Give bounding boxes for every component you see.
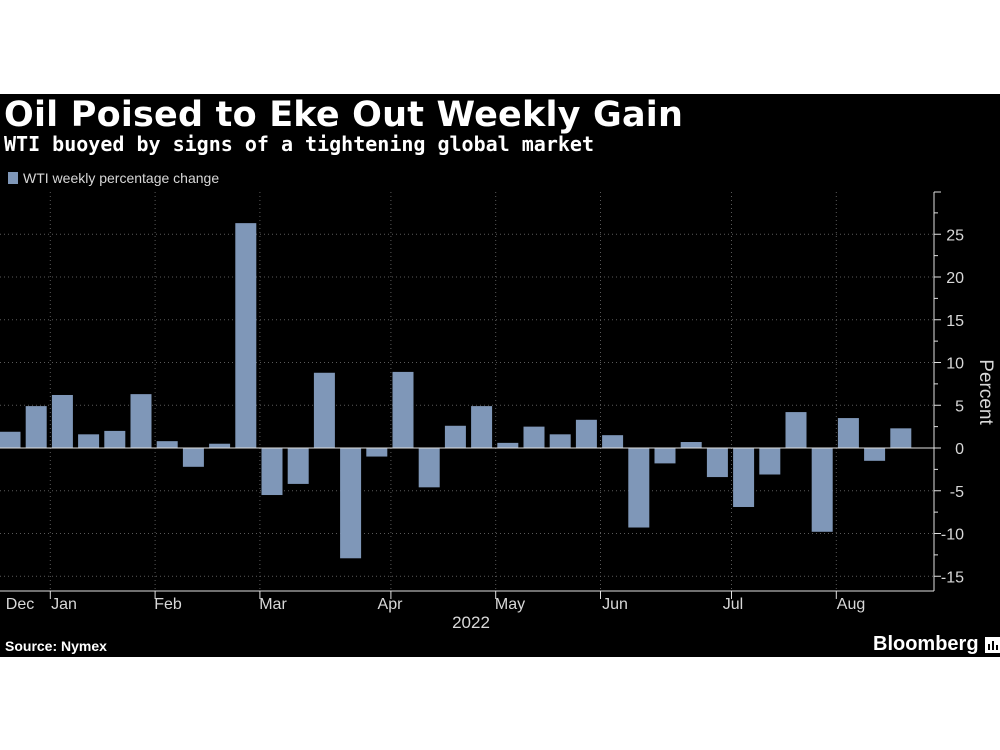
bloomberg-logo: Bloomberg [873, 633, 1000, 656]
bar [104, 430, 126, 448]
bar [392, 371, 414, 448]
legend: WTI weekly percentage change [8, 170, 219, 186]
y-tick-label: 20 [946, 270, 964, 287]
bar [785, 412, 807, 448]
bar [890, 428, 912, 448]
bar [444, 425, 466, 448]
bar [156, 441, 178, 448]
bar [523, 426, 545, 448]
bar [837, 418, 859, 448]
bar [209, 443, 231, 448]
x-tick-label: May [495, 596, 525, 613]
bar [340, 448, 362, 559]
x-tick-label: Apr [378, 596, 404, 613]
bar [313, 372, 335, 448]
y-tick-label: 0 [955, 441, 964, 458]
y-axis-label: Percent [975, 359, 996, 425]
y-tick-label: 5 [955, 398, 964, 415]
bar [261, 448, 283, 496]
bar [811, 448, 833, 532]
y-tick-label: -15 [941, 569, 964, 586]
chart-title: Oil Poised to Eke Out Weekly Gain [4, 95, 684, 135]
chart-subtitle: WTI buoyed by signs of a tightening glob… [4, 132, 595, 156]
bloomberg-terminal-icon [984, 636, 1000, 653]
x-tick-label: Feb [154, 596, 182, 613]
x-tick-label: Aug [837, 596, 865, 613]
bar [0, 431, 21, 448]
y-tick-label: 15 [946, 313, 964, 330]
bar [706, 448, 728, 478]
bar [864, 448, 886, 461]
chart-panel [0, 94, 1000, 657]
bar [182, 448, 204, 467]
bar [680, 442, 702, 448]
bar [287, 448, 309, 484]
bar [235, 223, 257, 448]
bar [602, 435, 624, 448]
bar [25, 406, 47, 448]
x-tick-label: Jan [51, 596, 77, 613]
source-note: Source: Nymex [5, 638, 107, 654]
x-tick-label: Dec [6, 596, 34, 613]
x-axis-year-label: 2022 [452, 613, 490, 632]
bar [78, 434, 100, 448]
bar [418, 448, 440, 488]
bar [366, 448, 388, 457]
y-tick-label: 25 [946, 227, 964, 244]
bar [497, 442, 519, 448]
bar [733, 448, 755, 507]
y-tick-label: -5 [950, 484, 964, 501]
bar [654, 448, 676, 464]
y-tick-label: -10 [941, 527, 964, 544]
bar [628, 448, 650, 528]
legend-swatch [8, 172, 18, 184]
x-tick-label: Jun [602, 596, 628, 613]
x-tick-label: Mar [259, 596, 287, 613]
bar [759, 448, 781, 475]
brand-name: Bloomberg [873, 633, 979, 655]
legend-label: WTI weekly percentage change [23, 170, 220, 186]
x-tick-label: Jul [723, 596, 743, 613]
bar [471, 406, 493, 448]
bar [51, 394, 73, 448]
bar [575, 419, 597, 448]
y-tick-label: 10 [946, 356, 964, 373]
bar [549, 434, 571, 448]
bar [130, 394, 152, 448]
